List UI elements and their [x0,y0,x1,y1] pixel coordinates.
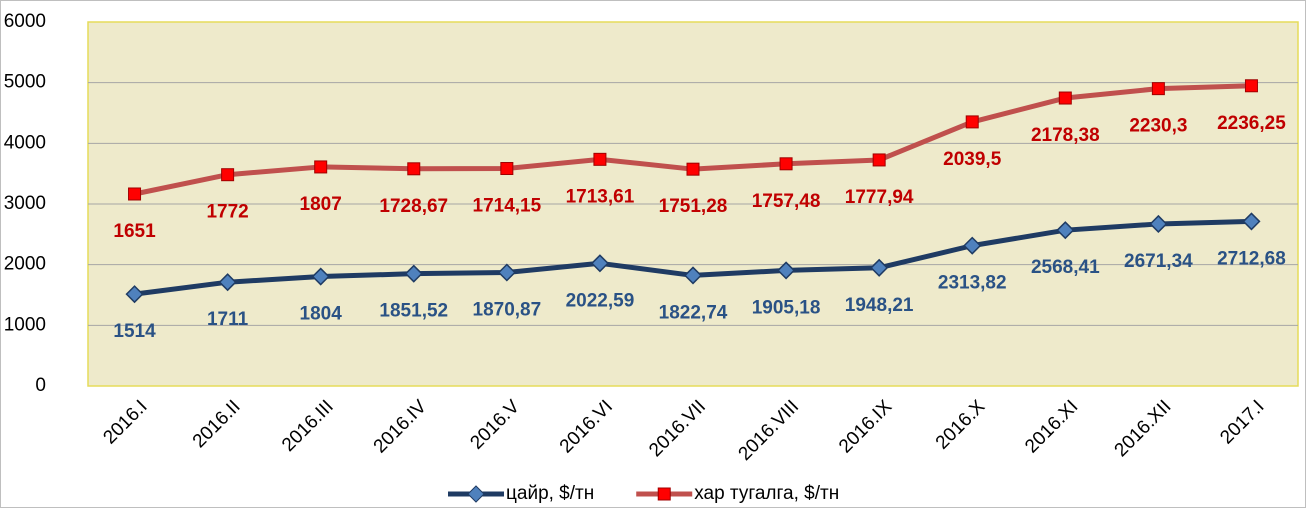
marker [500,162,514,176]
y-tick-label: 6000 [4,11,46,32]
marker [1242,212,1261,231]
value-label: 1870,87 [473,300,542,321]
marker [404,264,423,283]
value-label: 1751,28 [659,196,728,217]
legend-marker [657,487,671,501]
y-tick-label: 2000 [4,254,46,275]
marker [314,160,328,174]
value-label: 1514 [113,321,156,342]
value-label: 1905,18 [752,297,821,318]
marker [1149,214,1168,233]
marker [311,267,330,286]
marker [683,266,703,285]
marker [686,162,700,176]
value-label: 1757,48 [752,191,821,212]
marker [1056,221,1075,240]
value-label: 1728,67 [379,196,448,217]
value-label: 1714,15 [473,196,542,217]
value-label: 1948,21 [845,295,914,316]
value-label: 1777,94 [845,187,914,208]
value-label: 2712,68 [1217,248,1286,269]
y-tick-label: 3000 [4,193,46,214]
value-label: 1807 [300,194,342,215]
marker [125,285,144,304]
value-label: 1804 [300,304,343,325]
marker [593,152,607,166]
value-label: 2022,59 [566,290,635,311]
marker [870,258,889,277]
value-label: 2671,34 [1124,251,1193,272]
legend-marker [467,485,485,503]
value-label: 2039,5 [943,149,1002,170]
value-label: 1851,52 [379,301,448,322]
marker [590,254,609,273]
marker [1244,79,1258,93]
value-label: 1822,74 [659,302,728,323]
marker [777,261,796,280]
marker [218,273,237,292]
marker [497,263,516,282]
value-label: 2313,82 [938,273,1007,294]
marker [872,153,886,167]
y-tick-label: 4000 [4,132,46,153]
value-label: 1713,61 [566,186,635,207]
value-label: 1651 [113,221,156,242]
marker [128,187,142,201]
value-label: 2236,25 [1217,113,1286,134]
value-label: 2178,38 [1031,125,1100,146]
marker [1151,82,1165,96]
marker [221,168,235,182]
marker [963,236,982,255]
legend-label: цайр, $/тн [506,483,594,504]
value-label: 1711 [207,309,249,330]
y-tick-label: 5000 [4,72,46,93]
value-label: 2230,3 [1129,116,1187,137]
marker [407,162,421,176]
legend-label: хар тугалга, $/тн [694,483,839,504]
value-label: 2568,41 [1031,257,1100,278]
marker [779,157,793,171]
marker [1058,91,1072,105]
y-tick-label: 0 [35,375,46,396]
y-tick-label: 1000 [4,314,46,335]
marker [965,115,979,129]
value-label: 1772 [206,202,248,223]
